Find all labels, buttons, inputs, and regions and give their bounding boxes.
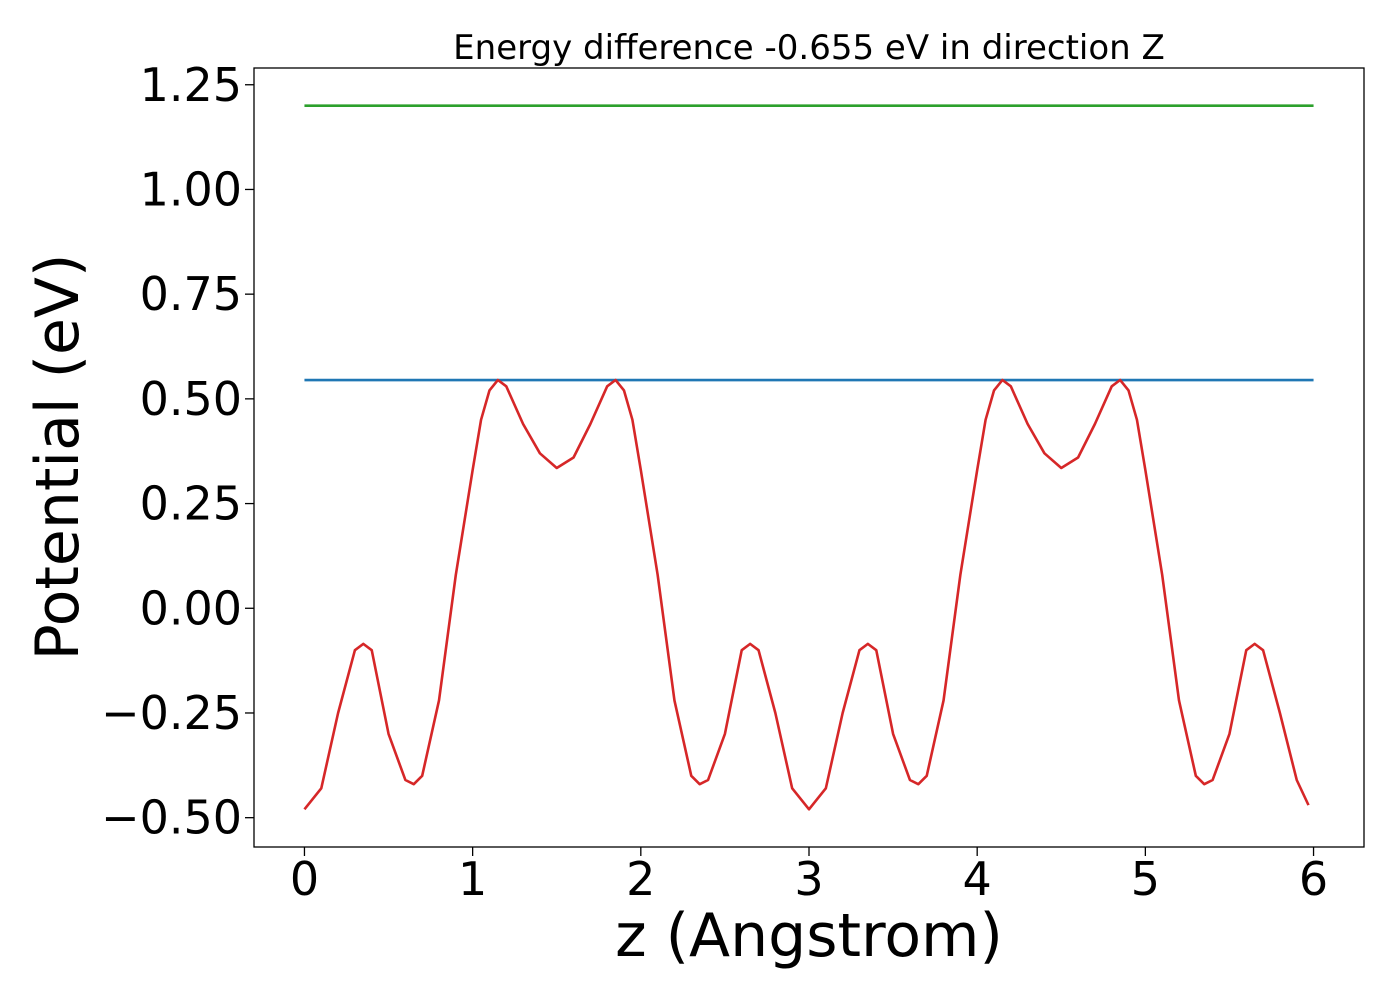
x-tick-label: 4	[963, 852, 992, 906]
x-tick-label: 0	[290, 852, 319, 906]
x-tick-label: 3	[794, 852, 823, 906]
x-tick-label: 2	[626, 852, 655, 906]
y-tick-label: 1.25	[140, 58, 242, 112]
plot-frame	[253, 67, 1365, 848]
y-axis-title: Potential (eV)	[23, 254, 93, 661]
series-line-2	[303, 378, 1310, 811]
y-tick-label: −0.50	[101, 791, 242, 845]
x-tick-label: 6	[1299, 852, 1328, 906]
y-tick-label: 0.00	[140, 581, 242, 635]
x-axis: 0 1 2 3 4 5 6	[290, 847, 1328, 906]
x-tick-label: 1	[458, 852, 487, 906]
y-tick-label: 1.00	[140, 162, 242, 216]
chart-title: Energy difference -0.655 eV in direction…	[453, 28, 1165, 68]
y-tick-label: 0.50	[140, 372, 242, 426]
y-axis: −0.50 −0.25 0.00 0.25 0.50 0.75 1.00 1.25	[101, 58, 254, 845]
plot-area	[303, 104, 1314, 811]
x-axis-title: z (Angstrom)	[615, 901, 1003, 971]
y-tick-label: 0.25	[140, 477, 242, 531]
y-tick-label: −0.25	[101, 686, 242, 740]
y-tick-label: 0.75	[140, 267, 242, 321]
x-tick-label: 5	[1131, 852, 1160, 906]
